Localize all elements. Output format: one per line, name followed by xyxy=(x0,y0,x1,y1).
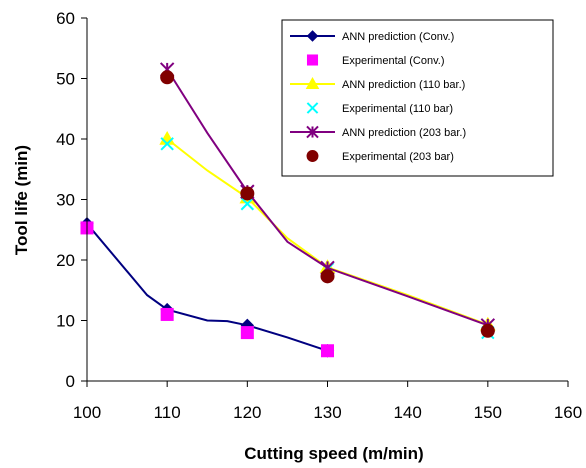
series-layer xyxy=(80,62,496,358)
series-line xyxy=(166,138,489,326)
x-tick-label: 120 xyxy=(233,403,261,422)
marker-stroke xyxy=(306,102,319,114)
y-tick-label: 50 xyxy=(56,70,75,89)
legend-marker xyxy=(306,54,319,66)
marker-stroke xyxy=(160,137,174,151)
x-axis-title: Cutting speed (m/min) xyxy=(244,444,423,463)
legend-box xyxy=(281,19,554,177)
data-point xyxy=(240,197,255,211)
series-line xyxy=(86,223,328,352)
y-tick-label: 30 xyxy=(56,191,75,210)
y-tick-label: 60 xyxy=(56,9,75,28)
legend-label: Experimental (203 bar) xyxy=(342,151,454,163)
x-tick-label: 110 xyxy=(154,403,181,422)
y-tick-label: 40 xyxy=(56,130,75,149)
legend-marker xyxy=(306,150,319,162)
legend-marker xyxy=(306,30,319,42)
tick-labels: 0 10 20 30 40 50 60 100 110 120 130 140 150 160 xyxy=(56,9,582,422)
legend-label: ANN prediction (203 bar.) xyxy=(342,127,466,139)
x-tick-label: 100 xyxy=(73,403,101,422)
legend: ANN prediction (Conv.) Experimental (Conv… xyxy=(281,19,554,177)
legend-marker xyxy=(306,125,319,139)
data-point xyxy=(160,70,175,85)
y-tick-label: 0 xyxy=(66,372,75,391)
data-point xyxy=(321,344,334,358)
data-point xyxy=(480,323,495,338)
legend-label: ANN prediction (110 bar.) xyxy=(342,79,465,91)
legend-entry-2: Experimental (Conv.) xyxy=(306,54,445,67)
data-point xyxy=(320,269,335,284)
series-line xyxy=(166,68,489,327)
legend-label: Experimental (Conv.) xyxy=(342,55,445,67)
legend-label: ANN prediction (Conv.) xyxy=(342,31,454,43)
legend-entry-3: ANN prediction (110 bar.) xyxy=(290,77,465,91)
axes xyxy=(81,17,569,387)
y-axis-title: Tool life (min) xyxy=(12,145,31,255)
series-6 xyxy=(160,70,495,338)
legend-entry-5: ANN prediction (203 bar.) xyxy=(290,125,466,139)
x-tick-label: 130 xyxy=(313,403,341,422)
x-tick-label: 150 xyxy=(474,403,502,422)
marker-stroke xyxy=(240,197,255,211)
data-point xyxy=(240,186,255,201)
legend-entry-6: Experimental (203 bar) xyxy=(306,150,454,163)
y-tick-label: 20 xyxy=(56,251,75,270)
legend-marker xyxy=(305,77,320,89)
legend-entry-1: ANN prediction (Conv.) xyxy=(290,30,454,43)
y-tick-label: 10 xyxy=(56,312,75,331)
x-tick-label: 160 xyxy=(554,403,582,422)
data-point xyxy=(160,307,174,321)
legend-marker xyxy=(306,102,319,114)
data-point xyxy=(160,137,174,151)
x-tick-label: 140 xyxy=(393,403,421,422)
data-point xyxy=(240,326,254,340)
legend-entry-4: Experimental (110 bar) xyxy=(306,102,453,115)
legend-label: Experimental (110 bar) xyxy=(342,103,453,115)
